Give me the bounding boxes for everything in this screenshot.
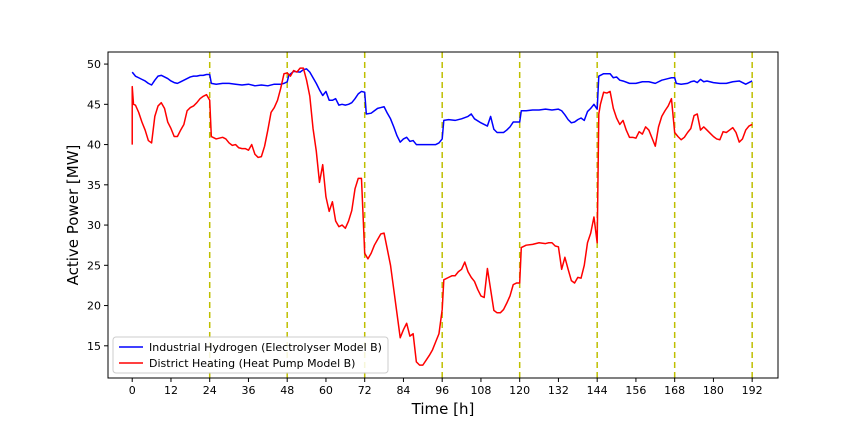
y-tick-label: 25 [87,259,101,272]
x-axis: 0 12 24 36 48 60 72 84 96 108 120 132 144 156 168 180 19… [129,378,763,397]
legend: Industrial Hydrogen (Electrolyser Model … [112,336,389,374]
x-tick-label: 192 [742,384,763,397]
x-tick-label: 24 [203,384,217,397]
x-tick-label: 60 [319,384,333,397]
x-tick-label: 156 [625,384,646,397]
legend-label: Industrial Hydrogen (Electrolyser Model … [149,341,382,354]
x-tick-label: 72 [358,384,372,397]
legend-box [112,336,389,374]
y-tick-label: 45 [87,98,101,111]
x-tick-label: 108 [470,384,491,397]
x-axis-label: Time [h] [411,400,475,418]
x-tick-label: 12 [164,384,178,397]
x-tick-label: 168 [664,384,685,397]
x-tick-label: 132 [548,384,569,397]
series-layer [131,67,753,366]
x-tick-label: 144 [587,384,608,397]
x-tick-label: 36 [241,384,255,397]
y-axis: 15 20 25 30 35 40 45 50 [87,58,108,353]
legend-label: District Heating (Heat Pump Model B) [149,357,355,370]
y-tick-label: 15 [87,340,101,353]
plot-frame [107,51,779,379]
x-tick-label: 120 [509,384,530,397]
x-tick-label: 84 [396,384,410,397]
y-tick-label: 35 [87,179,101,192]
x-tick-label: 0 [129,384,136,397]
series-line-2 [131,67,753,366]
y-tick-label: 30 [87,219,101,232]
x-tick-label: 96 [435,384,449,397]
y-axis-label: Active Power [MW] [64,145,82,286]
y-tick-label: 50 [87,58,101,71]
y-tick-label: 40 [87,139,101,152]
y-tick-label: 20 [87,300,101,313]
x-tick-label: 180 [703,384,724,397]
x-tick-label: 48 [280,384,294,397]
series-line-1 [131,68,753,146]
